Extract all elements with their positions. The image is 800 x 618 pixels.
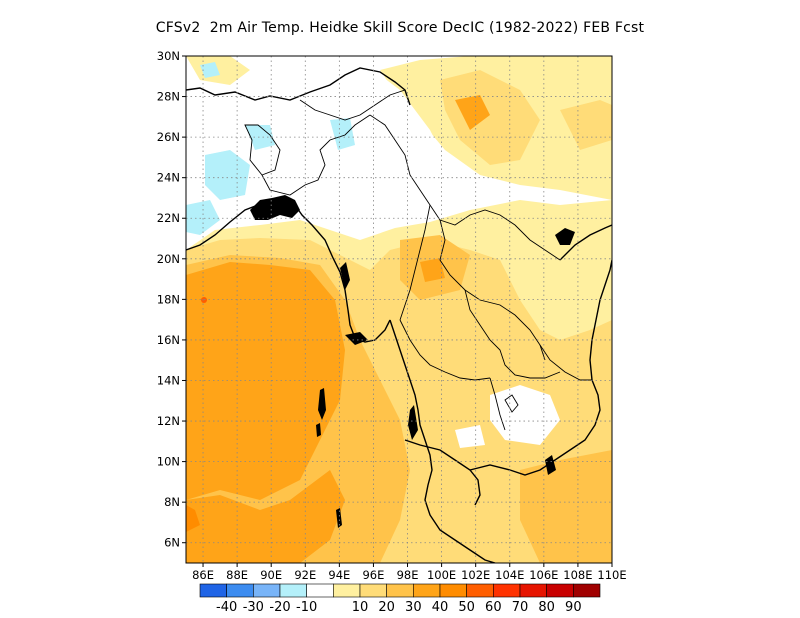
x-tick-label: 104E bbox=[495, 568, 524, 582]
colorbar-label: -40 bbox=[216, 600, 237, 615]
field-white-gulf bbox=[455, 425, 485, 448]
x-tick-label: 88E bbox=[226, 568, 248, 582]
colorbar-swatch bbox=[439, 583, 467, 598]
x-tick-label: 100E bbox=[427, 568, 456, 582]
map-title: CFSv2 2m Air Temp. Heidke Skill Score De… bbox=[155, 20, 645, 36]
colorbar-swatch bbox=[573, 583, 601, 598]
colorbar bbox=[199, 583, 601, 598]
field-neg10-20-b bbox=[186, 200, 220, 235]
field-neg10-20-a bbox=[205, 150, 250, 200]
field-neg10-20-e bbox=[200, 62, 220, 78]
field-20-30-north bbox=[440, 70, 540, 165]
y-tick-label: 28N bbox=[157, 90, 180, 104]
field-40-50-north bbox=[455, 95, 490, 130]
x-axis-ticks: 86E 88E 90E 92E 94E 96E 98E 100E 102E 104E 106E 108… bbox=[192, 563, 627, 582]
y-tick-label: 14N bbox=[157, 373, 180, 387]
x-tick-label: 110E bbox=[597, 568, 626, 582]
map-grid bbox=[186, 56, 612, 563]
colorbar-swatch bbox=[359, 583, 387, 598]
y-tick-label: 10N bbox=[157, 455, 180, 469]
field-60-70-spot bbox=[201, 297, 207, 303]
colorbar-swatch bbox=[386, 583, 414, 598]
river-delta bbox=[250, 195, 575, 528]
colorbar-label: 20 bbox=[378, 600, 395, 615]
colorbar-swatch bbox=[546, 583, 574, 598]
colorbar-labels: -40 -30 -20 -10 10 20 30 40 50 60 70 80 90 bbox=[216, 600, 582, 615]
x-tick-label: 94E bbox=[328, 568, 350, 582]
colorbar-swatch bbox=[333, 583, 361, 598]
y-tick-label: 8N bbox=[164, 495, 180, 509]
map-frame bbox=[185, 55, 613, 564]
field-30-40-east bbox=[520, 450, 612, 563]
x-tick-label: 86E bbox=[192, 568, 214, 582]
field-white-cambodia bbox=[490, 385, 560, 445]
y-tick-label: 26N bbox=[157, 130, 180, 144]
colorbar-label: 80 bbox=[538, 600, 555, 615]
colorbar-swatch bbox=[306, 583, 334, 598]
colorbar-swatch bbox=[413, 583, 441, 598]
field-50-60 bbox=[186, 505, 200, 532]
colorbar-label: -30 bbox=[243, 600, 264, 615]
y-tick-label: 18N bbox=[157, 292, 180, 306]
x-tick-label: 108E bbox=[563, 568, 592, 582]
colorbar-label: -10 bbox=[296, 600, 317, 615]
x-tick-label: 98E bbox=[397, 568, 419, 582]
x-tick-label: 102E bbox=[461, 568, 490, 582]
y-tick-label: 30N bbox=[157, 49, 180, 63]
y-axis-ticks: 6N 8N 10N 12N 14N 16N 18N 20N 22N 24N 26N 28N 30N bbox=[157, 49, 186, 550]
y-tick-label: 6N bbox=[164, 536, 180, 550]
field-neg10-20-d bbox=[330, 118, 355, 150]
colorbar-swatch bbox=[279, 583, 307, 598]
colorbar-label: 90 bbox=[565, 600, 582, 615]
colorbar-swatch bbox=[199, 583, 227, 598]
x-tick-label: 96E bbox=[362, 568, 384, 582]
y-tick-label: 12N bbox=[157, 414, 180, 428]
x-tick-label: 106E bbox=[529, 568, 558, 582]
colorbar-swatch bbox=[493, 583, 521, 598]
colorbar-label: 40 bbox=[432, 600, 449, 615]
field-20-30-ne bbox=[560, 100, 612, 150]
colorbar-label: -20 bbox=[269, 600, 290, 615]
field-white-north bbox=[320, 60, 450, 210]
colorbar-swatch bbox=[253, 583, 281, 598]
y-tick-label: 20N bbox=[157, 252, 180, 266]
colorbar-swatch bbox=[226, 583, 254, 598]
colorbar-swatch bbox=[519, 583, 547, 598]
x-tick-label: 92E bbox=[294, 568, 316, 582]
colorbar-swatch bbox=[466, 583, 494, 598]
colorbar-label: 10 bbox=[352, 600, 369, 615]
colorbar-label: 70 bbox=[512, 600, 529, 615]
field-neg10-20-c bbox=[245, 125, 275, 150]
colorbar-label: 30 bbox=[405, 600, 422, 615]
country-borders bbox=[244, 89, 592, 431]
y-tick-label: 24N bbox=[157, 171, 180, 185]
field-40-50-central bbox=[420, 258, 445, 282]
y-tick-label: 16N bbox=[157, 333, 180, 347]
colorbar-label: 50 bbox=[458, 600, 475, 615]
colorbar-label: 60 bbox=[485, 600, 502, 615]
y-tick-label: 22N bbox=[157, 211, 180, 225]
x-tick-label: 90E bbox=[260, 568, 282, 582]
